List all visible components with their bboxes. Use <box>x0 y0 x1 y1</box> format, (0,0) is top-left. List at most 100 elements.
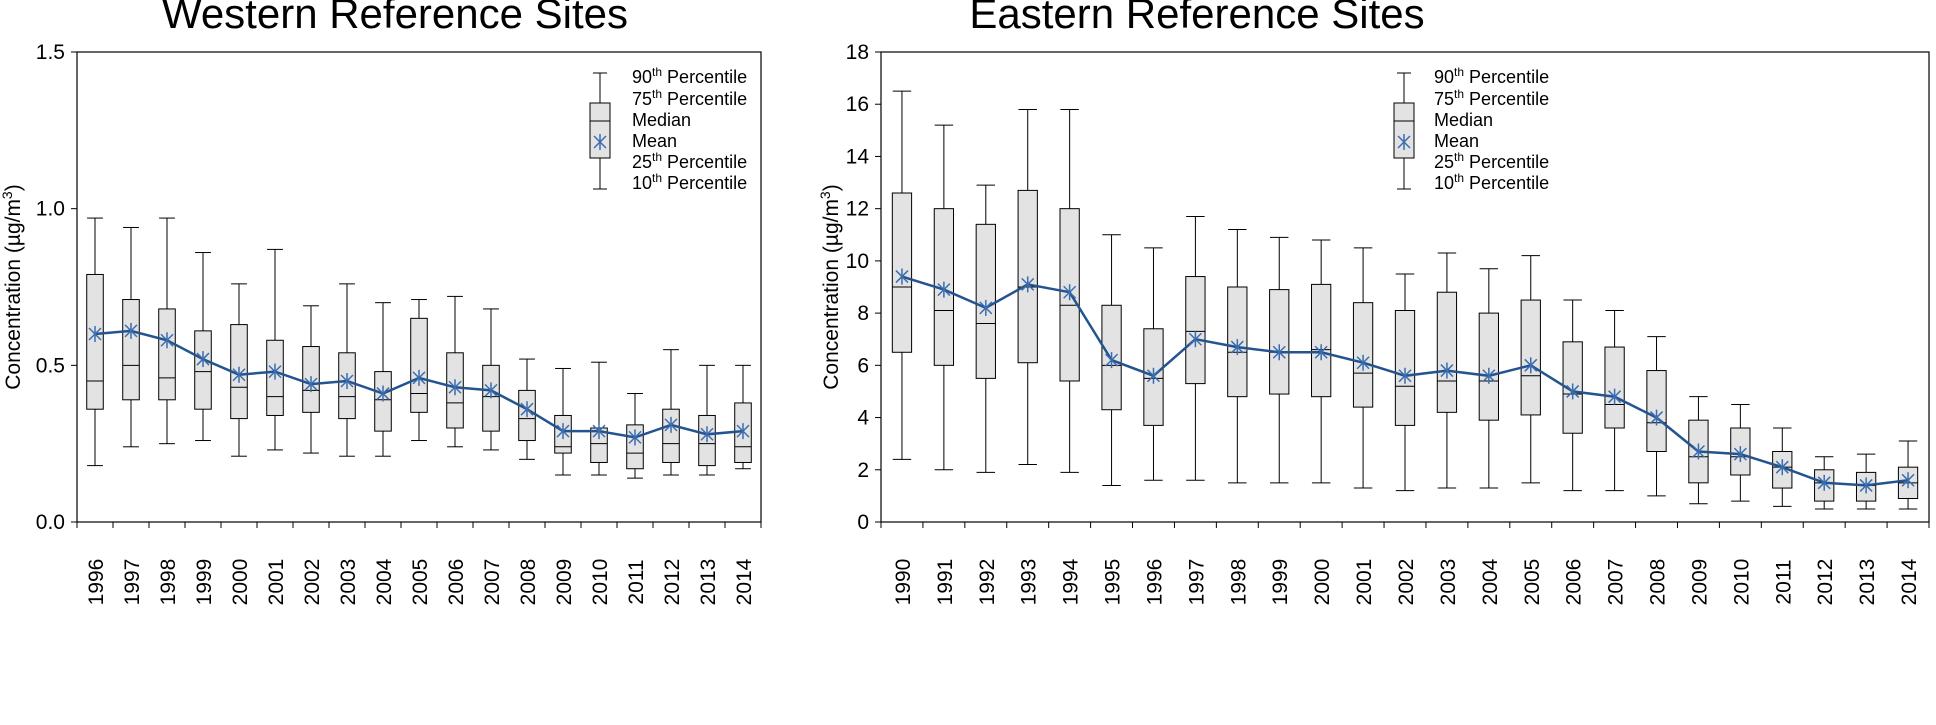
eastern-iqr-box <box>1604 346 1625 429</box>
legend-p90-label-rest: Percentile <box>662 67 747 87</box>
eastern-mean-marker <box>1775 459 1789 476</box>
legend-p90-label-sup: th <box>1454 65 1464 79</box>
legend-p75-label-sup: th <box>1454 87 1464 101</box>
legend-p75-label-rest: Percentile <box>1464 89 1549 109</box>
western-x-tick-label: 2000 <box>229 559 252 606</box>
eastern-x-tick-label: 2004 <box>1479 558 1502 605</box>
western-iqr-box <box>194 330 212 410</box>
eastern-mean-marker <box>1230 339 1244 356</box>
eastern-x-tick-label: 1994 <box>1060 558 1083 605</box>
eastern-x-tick-label: 2000 <box>1311 559 1334 606</box>
eastern-mean-marker <box>1272 344 1286 361</box>
eastern-x-tick-label: 1992 <box>976 559 999 606</box>
western-y-tick-label: 0.5 <box>36 354 65 377</box>
eastern-mean-marker <box>895 268 909 285</box>
legend-p25-label: 25th Percentile <box>632 150 747 172</box>
western-mean-marker <box>700 426 714 443</box>
western-mean-marker <box>412 369 426 386</box>
western-x-tick-label: 2005 <box>409 559 432 606</box>
western-x-tick-label: 2014 <box>733 558 756 605</box>
eastern-x-tick-label: 2009 <box>1688 559 1711 606</box>
eastern-mean-marker <box>1649 409 1664 426</box>
legend-p10-label-sup: th <box>1454 171 1464 185</box>
legend-median-label: Median <box>1434 110 1493 130</box>
eastern-mean-marker <box>1440 362 1454 379</box>
western-y-tick-label: 1.5 <box>36 41 65 64</box>
western-x-tick-label: 2008 <box>517 559 540 606</box>
eastern-x-tick-label: 2013 <box>1856 559 1879 606</box>
eastern-x-tick-label: 1993 <box>1018 559 1041 606</box>
western-mean-marker <box>520 401 534 418</box>
western-iqr-box <box>158 308 176 401</box>
eastern-y-tick-label: 10 <box>846 250 869 273</box>
eastern-mean-marker <box>1691 443 1705 460</box>
eastern-x-tick-label: 1997 <box>1185 559 1208 606</box>
western-x-tick-label: 2003 <box>337 559 360 606</box>
eastern-x-tick-label: 1996 <box>1143 559 1166 606</box>
legend-p10-label: 10th Percentile <box>632 171 747 193</box>
western-plot-frame <box>76 51 762 523</box>
eastern-mean-marker <box>1398 367 1412 384</box>
legend-p75-label-rest: Percentile <box>662 89 747 109</box>
eastern-iqr-box <box>1185 276 1206 385</box>
western-y-axis-label: Concentration (µg/m3) <box>0 184 25 389</box>
eastern-y-tick-label: 8 <box>857 302 869 325</box>
legend-p75-label-sup: th <box>652 87 662 101</box>
eastern-iqr-box <box>1478 312 1499 421</box>
eastern-mean-marker <box>1901 472 1915 489</box>
legend-p25-label: 25th Percentile <box>1434 150 1549 172</box>
legend-p10-label-rest: Percentile <box>662 173 747 193</box>
western-x-tick-label: 2002 <box>301 559 324 606</box>
western-mean-marker <box>232 366 246 383</box>
eastern-x-tick-label: 1990 <box>892 559 915 606</box>
eastern-mean-marker <box>1314 344 1328 361</box>
eastern-mean-marker <box>1188 331 1202 348</box>
eastern-x-tick-label: 1991 <box>934 559 957 606</box>
legend-p90-label: 90th Percentile <box>1434 65 1549 87</box>
eastern-x-tick-label: 1995 <box>1102 559 1125 606</box>
western-mean-marker <box>484 382 498 399</box>
legend-p10-label: 10th Percentile <box>1434 171 1549 193</box>
legend-p25-label-rest: Percentile <box>1464 152 1549 172</box>
eastern-y-tick-label: 16 <box>846 93 869 116</box>
eastern-y-tick-label: 0 <box>857 511 869 534</box>
legend-p90-label: 90th Percentile <box>632 65 747 87</box>
eastern-y-axis-label-sup: 3 <box>817 191 833 199</box>
western-mean-marker <box>592 423 606 440</box>
eastern-mean-marker <box>1356 354 1370 371</box>
western-mean-marker <box>340 373 354 389</box>
western-x-tick-label: 1998 <box>157 559 180 606</box>
eastern-x-tick-label: 2010 <box>1730 559 1753 606</box>
western-x-tick-label: 2001 <box>265 559 288 606</box>
eastern-x-tick-label: 2014 <box>1898 558 1921 605</box>
western-x-tick-label: 2007 <box>481 559 504 606</box>
legend-p10-label-sup: th <box>652 171 662 185</box>
eastern-iqr-box <box>1269 289 1290 395</box>
western-mean-marker <box>196 351 210 368</box>
western-y-axis-label-close: ) <box>2 184 25 191</box>
western-y-tick-label: 1.0 <box>36 198 65 221</box>
western-mean-marker <box>736 423 750 440</box>
eastern-y-tick-label: 4 <box>857 407 869 430</box>
western-x-tick-label: 1996 <box>85 559 108 606</box>
legend-p90-label-num: 90 <box>1434 67 1454 87</box>
eastern-mean-marker <box>1105 352 1119 369</box>
eastern-x-tick-label: 2007 <box>1605 559 1628 606</box>
western-y-axis-label-sup: 3 <box>0 191 15 199</box>
legend-p25-label-rest: Percentile <box>662 152 747 172</box>
eastern-y-tick-label: 12 <box>846 198 869 221</box>
western-x-tick-label: 2011 <box>625 559 648 604</box>
legend-p25-label-num: 25 <box>1434 152 1454 172</box>
legend-mean-label: Mean <box>632 131 677 151</box>
eastern-x-tick-label: 1999 <box>1269 559 1292 606</box>
eastern-iqr-box <box>1311 283 1332 398</box>
eastern-y-tick-label: 6 <box>857 354 869 377</box>
legend-mean-label: Mean <box>1434 131 1479 151</box>
legend-p75-label-num: 75 <box>632 89 652 109</box>
eastern-mean-marker <box>1608 388 1622 405</box>
legend-p25-label-sup: th <box>1454 150 1464 164</box>
eastern-plot-frame <box>880 51 1930 523</box>
legend-p90-label-num: 90 <box>632 67 652 87</box>
western-mean-marker <box>448 379 462 396</box>
